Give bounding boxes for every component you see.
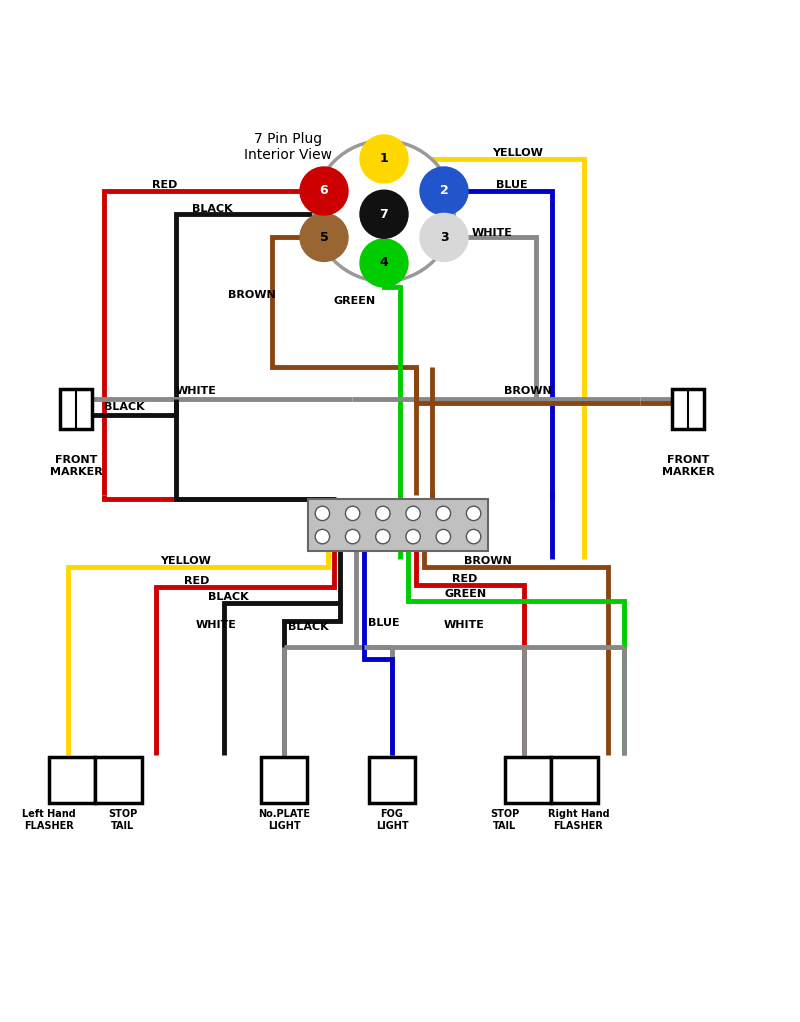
Circle shape <box>436 506 450 520</box>
Circle shape <box>360 239 408 287</box>
Text: STOP
TAIL: STOP TAIL <box>108 809 137 831</box>
Circle shape <box>406 529 420 544</box>
Text: Right Hand
FLASHER: Right Hand FLASHER <box>547 809 610 831</box>
Text: GREEN: GREEN <box>444 590 486 599</box>
Text: BLACK: BLACK <box>288 622 329 632</box>
Text: FOG
LIGHT: FOG LIGHT <box>376 809 408 831</box>
Circle shape <box>300 214 348 262</box>
Text: 3: 3 <box>440 231 448 244</box>
Circle shape <box>420 214 468 262</box>
Bar <box>308 499 488 551</box>
Bar <box>60 388 92 428</box>
Text: BLUE: BLUE <box>496 181 528 190</box>
Text: WHITE: WHITE <box>196 619 237 630</box>
Text: STOP
TAIL: STOP TAIL <box>490 809 519 831</box>
Circle shape <box>315 529 330 544</box>
Text: YELLOW: YELLOW <box>492 147 543 157</box>
Text: 4: 4 <box>380 257 388 270</box>
Circle shape <box>346 506 360 520</box>
Text: BROWN: BROWN <box>228 290 276 300</box>
Text: WHITE: WHITE <box>472 228 513 237</box>
Circle shape <box>406 506 420 520</box>
Circle shape <box>300 167 348 215</box>
Text: 6: 6 <box>320 185 328 197</box>
Circle shape <box>376 529 390 544</box>
Bar <box>95 756 142 803</box>
Text: WHITE: WHITE <box>444 619 485 630</box>
Circle shape <box>466 529 481 544</box>
Text: 2: 2 <box>440 185 448 197</box>
Bar <box>261 756 307 803</box>
Bar <box>505 756 551 803</box>
Text: 5: 5 <box>320 231 328 244</box>
Circle shape <box>436 529 450 544</box>
Text: RED: RED <box>184 575 210 586</box>
Text: RED: RED <box>452 574 478 584</box>
Circle shape <box>360 190 408 238</box>
Text: BROWN: BROWN <box>504 386 552 396</box>
Text: RED: RED <box>152 181 178 190</box>
Circle shape <box>315 506 330 520</box>
Circle shape <box>376 506 390 520</box>
Text: BLACK: BLACK <box>104 402 144 412</box>
Text: BLUE: BLUE <box>368 618 400 628</box>
Circle shape <box>314 141 454 281</box>
Text: No.PLATE
LIGHT: No.PLATE LIGHT <box>258 809 310 831</box>
Text: BLACK: BLACK <box>192 204 233 215</box>
Text: BLACK: BLACK <box>208 592 249 602</box>
Text: FRONT
MARKER: FRONT MARKER <box>50 455 102 476</box>
Text: BROWN: BROWN <box>464 556 512 566</box>
Circle shape <box>346 529 360 544</box>
Text: 1: 1 <box>380 152 388 166</box>
Bar <box>672 388 704 428</box>
Circle shape <box>360 135 408 183</box>
Text: YELLOW: YELLOW <box>160 556 211 566</box>
Circle shape <box>466 506 481 520</box>
Text: 7 Pin Plug
Interior View: 7 Pin Plug Interior View <box>244 132 332 162</box>
Text: 7: 7 <box>380 207 388 221</box>
Text: FRONT
MARKER: FRONT MARKER <box>662 455 714 476</box>
Text: GREEN: GREEN <box>334 296 376 307</box>
Bar <box>551 756 598 803</box>
Circle shape <box>420 167 468 215</box>
Bar <box>49 756 95 803</box>
Text: WHITE: WHITE <box>175 386 217 396</box>
Bar <box>369 756 415 803</box>
Text: Left Hand
FLASHER: Left Hand FLASHER <box>22 809 76 831</box>
